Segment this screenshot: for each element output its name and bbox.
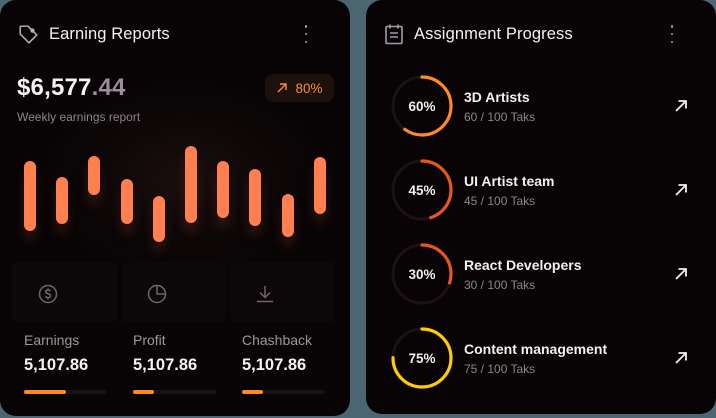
progress-ring bbox=[391, 159, 453, 221]
earnings-amount: $6,577.44 bbox=[17, 74, 126, 101]
stat-value: 5,107.86 bbox=[242, 356, 307, 374]
stat-label: Chashback bbox=[242, 332, 313, 348]
item-subtitle: 75 / 100 Taks bbox=[464, 362, 536, 376]
assignment-item[interactable]: 30% React Developers 30 / 100 Taks bbox=[386, 238, 706, 308]
assignment-progress-card: Assignment Progress 60% 3D Artists 60 / … bbox=[366, 0, 716, 414]
download-icon bbox=[257, 286, 273, 303]
arrow-up-right-icon[interactable] bbox=[674, 183, 688, 197]
progress-percent: 30% bbox=[408, 266, 436, 282]
growth-value: 80% bbox=[295, 80, 323, 96]
earnings-subtitle: Weekly earnings report bbox=[17, 110, 141, 124]
assignment-item[interactable]: 60% 3D Artists 60 / 100 Taks bbox=[386, 70, 706, 140]
chart-bar bbox=[151, 196, 167, 260]
progress-ring bbox=[391, 75, 453, 137]
tag-icon bbox=[19, 24, 38, 44]
arrow-up-right-icon[interactable] bbox=[674, 351, 688, 365]
earning-reports-card: Earning Reports $6,577.44 Weekly earning… bbox=[0, 0, 350, 416]
clipboard-icon bbox=[385, 24, 403, 45]
chart-bar bbox=[119, 179, 135, 242]
assignment-item[interactable]: 45% UI Artist team 45 / 100 Taks bbox=[386, 154, 706, 224]
card-title: Assignment Progress bbox=[414, 24, 573, 43]
item-title: Content management bbox=[464, 341, 608, 357]
growth-badge: 80% bbox=[265, 74, 334, 102]
arrow-up-right-icon[interactable] bbox=[674, 267, 688, 281]
pie-chart-icon bbox=[147, 284, 167, 304]
stat-value: 5,107.86 bbox=[133, 356, 198, 374]
item-title: React Developers bbox=[464, 257, 582, 273]
kebab-menu-icon[interactable] bbox=[304, 25, 308, 43]
stat-tile-earnings bbox=[12, 262, 117, 322]
chart-bar bbox=[86, 156, 102, 213]
stat-progress-bar bbox=[24, 390, 107, 394]
stat-value: 5,107.86 bbox=[24, 356, 89, 374]
progress-percent: 45% bbox=[408, 182, 436, 198]
chart-bar bbox=[215, 161, 231, 236]
stat-progress-bar bbox=[133, 390, 216, 394]
dollar-circle-icon bbox=[38, 284, 58, 304]
item-subtitle: 30 / 100 Taks bbox=[464, 278, 536, 292]
chart-bar bbox=[54, 177, 70, 242]
chart-bar bbox=[22, 161, 38, 249]
stat-tile-profit bbox=[121, 262, 226, 322]
item-title: UI Artist team bbox=[464, 173, 555, 189]
kebab-menu-icon[interactable] bbox=[670, 25, 674, 43]
chart-bar bbox=[183, 146, 199, 241]
chart-bar bbox=[312, 157, 328, 232]
stat-tile-cashback bbox=[230, 262, 335, 322]
arrow-up-right-icon bbox=[277, 83, 288, 93]
chart-bar bbox=[280, 194, 296, 255]
progress-ring bbox=[391, 327, 453, 389]
progress-percent: 60% bbox=[408, 98, 436, 114]
assignment-card-header: Assignment Progress bbox=[384, 22, 698, 46]
item-subtitle: 45 / 100 Taks bbox=[464, 194, 536, 208]
stat-progress-bar bbox=[242, 390, 325, 394]
item-title: 3D Artists bbox=[464, 89, 530, 105]
earning-card-header: Earning Reports bbox=[18, 22, 332, 46]
stat-label: Earnings bbox=[24, 332, 80, 348]
item-subtitle: 60 / 100 Taks bbox=[464, 110, 536, 124]
chart-bar bbox=[247, 169, 263, 244]
arrow-up-right-icon[interactable] bbox=[674, 99, 688, 113]
progress-ring bbox=[391, 243, 453, 305]
assignment-item[interactable]: 75% Content management 75 / 100 Taks bbox=[386, 322, 706, 392]
card-title: Earning Reports bbox=[49, 24, 170, 43]
progress-percent: 75% bbox=[408, 350, 436, 366]
stat-label: Profit bbox=[133, 332, 166, 348]
